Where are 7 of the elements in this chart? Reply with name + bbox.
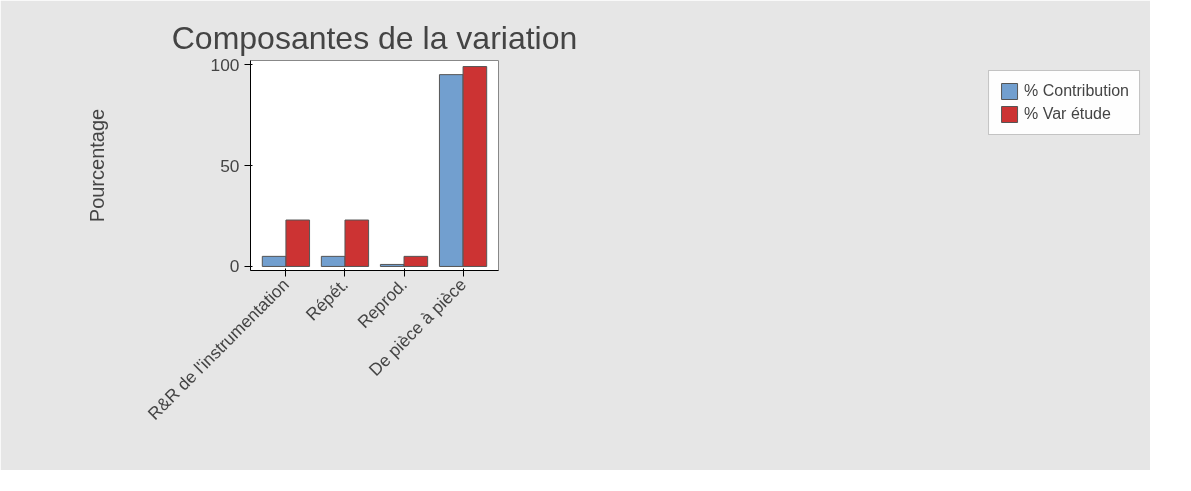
y-tick-label: 50 bbox=[220, 155, 240, 176]
y-tick-label: 100 bbox=[210, 54, 240, 75]
chart-title: Composantes de la variation bbox=[171, 19, 578, 56]
legend-label: % Contribution bbox=[1024, 82, 1129, 100]
y-tick-label: 0 bbox=[229, 256, 240, 277]
legend-label: % Var étude bbox=[1024, 105, 1111, 123]
y-axis-title: Pourcentage bbox=[85, 108, 108, 223]
